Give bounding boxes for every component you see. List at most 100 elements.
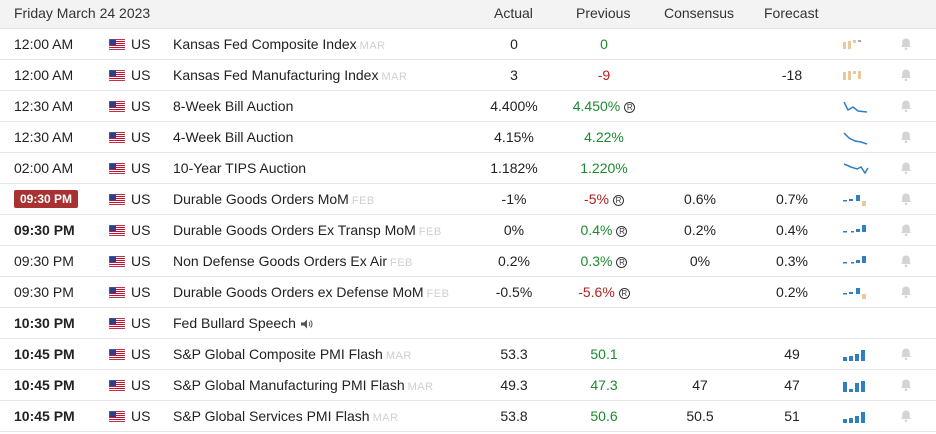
country-code: US xyxy=(131,36,151,52)
alert-bell-icon[interactable] xyxy=(899,192,913,209)
previous-value: 0.4% R xyxy=(564,222,644,238)
forecast-value: 0.3% xyxy=(776,253,808,269)
event-name-text[interactable]: Durable Goods Orders MoM xyxy=(173,191,349,207)
alert-bell-icon[interactable] xyxy=(899,409,913,426)
event-name[interactable]: Kansas Fed Composite Index MAR xyxy=(173,36,386,52)
actual-value: 4.400% xyxy=(490,98,538,114)
alert-bell-icon[interactable] xyxy=(899,223,913,240)
event-name-text[interactable]: 8-Week Bill Auction xyxy=(173,98,294,114)
table-row[interactable]: 12:30 AM US 8-Week Bill Auction 4.400% 4… xyxy=(0,91,936,122)
event-name-text[interactable]: Durable Goods Orders ex Defense MoM xyxy=(173,284,424,300)
table-row[interactable]: 09:30 PM US Durable Goods Orders Ex Tran… xyxy=(0,215,936,246)
table-row[interactable]: 09:30 PM US Durable Goods Orders ex Defe… xyxy=(0,277,936,308)
actual-value: 3 xyxy=(510,67,518,83)
sparkline-chart[interactable] xyxy=(843,348,869,365)
event-name-text[interactable]: 10-Year TIPS Auction xyxy=(173,160,307,176)
event-name-text[interactable]: Non Defense Goods Orders Ex Air xyxy=(173,253,387,269)
us-flag-icon xyxy=(109,39,125,50)
alert-bell-icon[interactable] xyxy=(899,68,913,85)
table-row[interactable]: 09:30 PM US Non Defense Goods Orders Ex … xyxy=(0,246,936,277)
event-name-text[interactable]: 4-Week Bill Auction xyxy=(173,129,294,145)
previous-value: -9 xyxy=(597,67,611,83)
event-name[interactable]: S&P Global Composite PMI Flash MAR xyxy=(173,346,412,362)
alert-bell-icon[interactable] xyxy=(899,285,913,302)
event-name-text[interactable]: S&P Global Composite PMI Flash xyxy=(173,346,383,362)
event-time-live-badge: 09:30 PM xyxy=(14,190,79,208)
alert-bell-icon[interactable] xyxy=(899,161,913,178)
sparkline-chart[interactable] xyxy=(843,410,869,427)
sparkline-chart[interactable] xyxy=(843,379,869,396)
previous-value: -5% R xyxy=(564,191,644,207)
alert-bell-icon[interactable] xyxy=(899,347,913,364)
event-name[interactable]: Non Defense Goods Orders Ex Air FEB xyxy=(173,253,413,269)
alert-bell-icon[interactable] xyxy=(899,254,913,271)
actual-value: 0% xyxy=(503,222,525,238)
forecast-value: 51 xyxy=(784,408,800,424)
event-time: 10:45 PM xyxy=(14,377,75,393)
event-name-text[interactable]: S&P Global Services PMI Flash xyxy=(173,408,370,424)
event-name[interactable]: Durable Goods Orders ex Defense MoM FEB xyxy=(173,284,449,300)
revised-icon: R xyxy=(612,194,624,206)
sparkline-chart[interactable] xyxy=(843,224,869,241)
sparkline-chart[interactable] xyxy=(843,38,867,54)
country-code: US xyxy=(131,284,151,300)
sparkline-chart[interactable] xyxy=(843,193,869,210)
table-row[interactable]: 12:00 AM US Kansas Fed Manufacturing Ind… xyxy=(0,60,936,91)
consensus-value: 50.5 xyxy=(686,408,714,424)
previous-value-text: 0.4% xyxy=(580,222,613,238)
sparkline-chart[interactable] xyxy=(843,255,869,272)
revised-icon: R xyxy=(624,101,636,113)
event-time: 02:00 AM xyxy=(14,160,74,176)
event-name[interactable]: 4-Week Bill Auction xyxy=(173,129,293,145)
event-name[interactable]: S&P Global Manufacturing PMI Flash MAR xyxy=(173,377,434,393)
country-code: US xyxy=(131,346,151,362)
us-flag-icon xyxy=(109,70,125,81)
event-name[interactable]: S&P Global Services PMI Flash MAR xyxy=(173,408,399,424)
alert-bell-icon[interactable] xyxy=(899,99,913,116)
event-time: 12:30 AM xyxy=(14,129,74,145)
country-code: US xyxy=(131,98,151,114)
event-name-text[interactable]: Fed Bullard Speech xyxy=(173,315,296,331)
country-code: US xyxy=(131,222,151,238)
event-name[interactable]: Kansas Fed Manufacturing Index MAR xyxy=(173,67,407,83)
actual-value: 4.15% xyxy=(494,129,534,145)
previous-value: 50.6 xyxy=(590,408,618,424)
table-row[interactable]: 12:30 AM US 4-Week Bill Auction 4.15% 4.… xyxy=(0,122,936,153)
actual-value: 0 xyxy=(510,36,518,52)
alert-bell-icon[interactable] xyxy=(899,378,913,395)
event-name-text[interactable]: Kansas Fed Composite Index xyxy=(173,36,357,52)
revised-icon: R xyxy=(618,287,630,299)
table-row[interactable]: 02:00 AM US 10-Year TIPS Auction 1.182% … xyxy=(0,153,936,184)
event-name[interactable]: Durable Goods Orders Ex Transp MoM FEB xyxy=(173,222,442,238)
event-name[interactable]: 10-Year TIPS Auction xyxy=(173,160,306,176)
event-name[interactable]: Durable Goods Orders MoM FEB xyxy=(173,191,375,207)
alert-bell-icon[interactable] xyxy=(899,37,913,54)
sparkline-chart[interactable] xyxy=(843,100,869,117)
sparkline-chart[interactable] xyxy=(843,286,869,303)
event-name-text[interactable]: Durable Goods Orders Ex Transp MoM xyxy=(173,222,416,238)
table-row[interactable]: 10:45 PM US S&P Global Services PMI Flas… xyxy=(0,401,936,432)
country-code: US xyxy=(131,129,151,145)
previous-value: 47.3 xyxy=(590,377,618,393)
sparkline-chart[interactable] xyxy=(843,131,869,148)
event-time: 09:30 PM xyxy=(14,222,75,238)
event-name[interactable]: Fed Bullard Speech xyxy=(173,315,313,332)
table-row[interactable]: 10:30 PM US Fed Bullard Speech xyxy=(0,308,936,339)
previous-value-text: 4.450% xyxy=(572,98,621,114)
us-flag-icon xyxy=(109,194,125,205)
alert-bell-icon[interactable] xyxy=(899,130,913,147)
event-name-text[interactable]: Kansas Fed Manufacturing Index xyxy=(173,67,379,83)
sparkline-chart[interactable] xyxy=(843,69,867,85)
table-row[interactable]: 10:45 PM US S&P Global Composite PMI Fla… xyxy=(0,339,936,370)
event-period: MAR xyxy=(359,40,386,52)
us-flag-icon xyxy=(109,380,125,391)
event-name-text[interactable]: S&P Global Manufacturing PMI Flash xyxy=(173,377,405,393)
actual-value: -1% xyxy=(501,191,527,207)
event-name[interactable]: 8-Week Bill Auction xyxy=(173,98,293,114)
previous-value-text: -5.6% xyxy=(578,284,615,300)
table-row[interactable]: 09:30 PM US Durable Goods Orders MoM FEB … xyxy=(0,184,936,215)
us-flag-icon xyxy=(109,287,125,298)
table-row[interactable]: 12:00 AM US Kansas Fed Composite Index MA… xyxy=(0,29,936,60)
sparkline-chart[interactable] xyxy=(843,162,869,179)
table-row[interactable]: 10:45 PM US S&P Global Manufacturing PMI… xyxy=(0,370,936,401)
